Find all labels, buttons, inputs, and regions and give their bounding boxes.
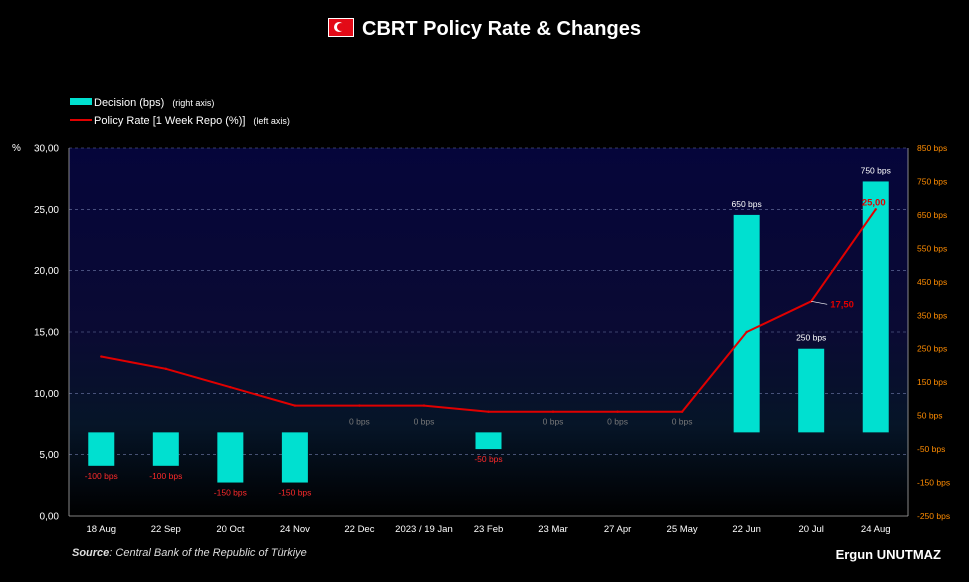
policy-rate-point xyxy=(229,386,232,389)
right-tick-label: -150 bps xyxy=(917,478,950,488)
chart-title: CBRT Policy Rate & Changes xyxy=(362,18,641,40)
policy-rate-point xyxy=(358,404,361,407)
policy-rate-point xyxy=(616,410,619,413)
category-label: 24 Aug xyxy=(861,524,891,535)
rate-point-label: 17,50 xyxy=(830,299,854,310)
category-label: 24 Nov xyxy=(280,524,310,535)
bar-value-label: 250 bps xyxy=(796,333,826,343)
right-tick-label: 550 bps xyxy=(917,243,947,253)
bar-value-label: -50 bps xyxy=(474,454,502,464)
chart-title-row: CBRT Policy Rate & Changes xyxy=(0,18,969,41)
source-label: Source xyxy=(72,547,110,559)
bar-value-label: 0 bps xyxy=(543,416,564,426)
category-label: 22 Sep xyxy=(151,524,181,535)
policy-rate-point xyxy=(745,330,748,334)
policy-rate-point xyxy=(422,404,426,407)
legend-bar-label: Decision (bps) xyxy=(94,97,165,109)
left-tick-label: 30,00 xyxy=(34,144,59,155)
category-label: 25 May xyxy=(667,524,698,535)
right-tick-label: 850 bps xyxy=(917,143,947,153)
bar-value-label: -150 bps xyxy=(214,488,247,498)
legend-bar-entry: Decision (bps) (right axis) xyxy=(70,97,214,109)
left-axis-unit: % xyxy=(12,143,21,154)
decision-bar xyxy=(862,181,889,433)
bar-value-label: 650 bps xyxy=(732,199,762,209)
rate-point-label: 25,00 xyxy=(862,197,886,208)
rate-label-leader xyxy=(811,301,828,305)
source-note: Source: Central Bank of the Republic of … xyxy=(72,547,307,559)
right-tick-label: 150 bps xyxy=(917,377,947,387)
decision-bar xyxy=(88,432,115,466)
bar-value-label: -100 bps xyxy=(85,471,118,481)
bar-value-label: 0 bps xyxy=(607,416,628,426)
policy-rate-point xyxy=(809,300,813,303)
policy-rate-point xyxy=(100,355,103,358)
category-label: 23 Mar xyxy=(538,524,568,535)
right-tick-label: -50 bps xyxy=(917,444,945,454)
decision-bar xyxy=(217,432,244,483)
author-credit: Ergun UNUTMAZ xyxy=(835,547,941,562)
category-label: 18 Aug xyxy=(86,524,116,535)
legend-bar-swatch xyxy=(70,98,92,105)
bar-value-label: 0 bps xyxy=(349,416,370,426)
category-label: 20 Oct xyxy=(216,524,244,535)
policy-rate-point xyxy=(680,410,684,413)
bar-value-label: -100 bps xyxy=(149,471,182,481)
left-tick-label: 25,00 xyxy=(34,205,59,216)
bar-value-label: 0 bps xyxy=(414,416,435,426)
decision-bar xyxy=(152,432,179,466)
turkey-flag-icon xyxy=(328,18,355,37)
legend-line-entry: Policy Rate [1 Week Repo (%)] (left axis) xyxy=(70,115,290,127)
legend-line-note: (left axis) xyxy=(253,116,290,126)
right-tick-label: 650 bps xyxy=(917,210,947,220)
right-tick-label: 350 bps xyxy=(917,310,947,320)
policy-rate-point xyxy=(164,367,168,370)
left-tick-label: 0,00 xyxy=(40,512,60,523)
right-tick-label: 50 bps xyxy=(917,411,943,421)
policy-rate-point xyxy=(874,208,877,211)
right-tick-label: 750 bps xyxy=(917,176,947,186)
policy-rate-point xyxy=(487,410,490,413)
bar-value-label: -150 bps xyxy=(278,488,311,498)
decision-bar xyxy=(798,348,825,433)
category-label: 2023 / 19 Jan xyxy=(395,524,453,535)
legend-line-label: Policy Rate [1 Week Repo (%)] xyxy=(94,115,246,127)
category-label: 20 Jul xyxy=(799,524,824,535)
category-label: 27 Apr xyxy=(604,524,631,535)
left-tick-label: 10,00 xyxy=(34,389,59,400)
left-tick-label: 20,00 xyxy=(34,266,59,277)
right-tick-label: 250 bps xyxy=(917,344,947,354)
left-tick-label: 15,00 xyxy=(34,328,59,339)
left-tick-label: 5,00 xyxy=(40,450,60,461)
right-tick-label: -250 bps xyxy=(917,511,950,521)
decision-bar xyxy=(281,432,308,483)
decision-bar xyxy=(475,432,502,450)
source-text: : Central Bank of the Republic of Türkiy… xyxy=(109,547,307,559)
category-label: 23 Feb xyxy=(474,524,504,535)
category-label: 22 Dec xyxy=(344,524,374,535)
bar-value-label: 0 bps xyxy=(672,416,693,426)
decision-bar xyxy=(733,214,760,433)
policy-rate-point xyxy=(293,404,297,407)
policy-rate-point xyxy=(551,410,555,413)
bar-value-label: 750 bps xyxy=(861,165,891,175)
right-tick-label: 450 bps xyxy=(917,277,947,287)
legend-line-swatch xyxy=(70,119,92,121)
legend-bar-note: (right axis) xyxy=(172,98,215,108)
category-label: 22 Jun xyxy=(732,524,761,535)
